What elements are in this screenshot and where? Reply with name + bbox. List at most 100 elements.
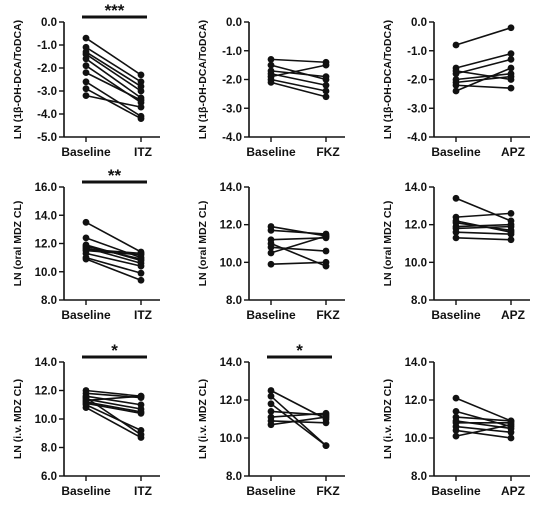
subject-line xyxy=(455,52,512,69)
x-category-label-baseline: Baseline xyxy=(246,308,296,322)
y-tick-label: 8.0 xyxy=(41,295,57,307)
treatment-point xyxy=(137,276,145,284)
treatment-point xyxy=(137,255,145,263)
subject-line xyxy=(455,197,512,222)
x-category-label-baseline: Baseline xyxy=(431,308,481,322)
treatment-point xyxy=(507,24,515,32)
subject-line xyxy=(455,26,512,46)
significance-stars: * xyxy=(296,341,303,360)
panel-5: 14.0 12.0 10.0 8.0 Baseline FKZ LN (oral MDZ C… xyxy=(197,182,345,322)
significance-stars: * xyxy=(111,341,118,360)
baseline-point xyxy=(267,61,275,69)
baseline-point xyxy=(452,217,460,225)
treatment-point xyxy=(507,428,515,436)
subject-line xyxy=(85,252,142,267)
subject-line xyxy=(455,75,512,84)
baseline-point xyxy=(267,240,275,247)
treatment-point xyxy=(137,87,145,95)
subject-line xyxy=(455,425,512,434)
y-tick-label: -5.0 xyxy=(37,132,57,144)
y-tick-label: -2.0 xyxy=(407,75,427,87)
baseline-point xyxy=(452,394,460,402)
subject-line xyxy=(270,229,327,235)
subject-line xyxy=(270,420,327,424)
y-tick-label: 8.0 xyxy=(411,471,427,483)
treatment-point xyxy=(507,64,515,72)
treatment-point xyxy=(507,434,515,442)
y-axis-label: LN (i.v. MDZ CL) xyxy=(12,379,24,459)
x-category-label-drug: FKZ xyxy=(316,308,339,322)
significance-stars: ** xyxy=(108,166,122,185)
subject-line xyxy=(85,87,142,120)
subject-line xyxy=(85,51,142,88)
subject-line xyxy=(85,94,142,108)
y-axis-label: LN (oral MDZ CL) xyxy=(197,201,209,287)
y-tick-label: 14.0 xyxy=(220,357,242,369)
x-category-label-drug: ITZ xyxy=(134,308,152,322)
treatment-point xyxy=(507,84,515,92)
panel-3: 0.0 -1.0 -2.0 -3.0 -4.0 Baseline APZ LN (1β-OH-… xyxy=(382,17,530,159)
treatment-point xyxy=(137,269,145,277)
subject-line xyxy=(85,395,142,402)
treatment-point xyxy=(507,50,515,58)
subject-line xyxy=(270,235,327,254)
subject-line xyxy=(85,395,142,406)
x-category-label-baseline: Baseline xyxy=(61,308,111,322)
x-category-label-drug: ITZ xyxy=(134,145,152,159)
subject-line xyxy=(270,403,327,447)
subject-line xyxy=(455,223,512,228)
y-tick-label: 8.0 xyxy=(226,295,242,307)
y-tick-label: -3.0 xyxy=(222,103,242,115)
y-axis-label: LN (oral MDZ CL) xyxy=(12,201,24,287)
y-tick-label: 14.0 xyxy=(220,182,242,194)
y-tick-label: -4.0 xyxy=(222,132,242,144)
subject-line xyxy=(85,58,142,99)
subject-line xyxy=(85,81,142,117)
x-category-label-baseline: Baseline xyxy=(246,484,296,498)
subject-line xyxy=(270,242,327,267)
subject-line xyxy=(85,221,142,253)
treatment-point xyxy=(322,442,330,449)
treatment-point xyxy=(322,262,330,270)
subject-line xyxy=(455,225,512,230)
panel-1: 0.0 -1.0 -2.0 -3.0 -4.0 -5.0 Baseline ITZ LN (1β… xyxy=(12,1,160,159)
baseline-point xyxy=(452,67,460,75)
y-tick-label: 14.0 xyxy=(405,357,427,369)
baseline-point xyxy=(82,92,90,99)
y-tick-label: 10.0 xyxy=(220,257,242,269)
treatment-point xyxy=(137,262,145,270)
subject-line xyxy=(85,248,142,255)
subject-line xyxy=(455,237,512,241)
treatment-point xyxy=(322,413,330,421)
baseline-point xyxy=(452,225,460,232)
subject-line xyxy=(85,404,142,432)
treatment-point xyxy=(137,431,145,439)
baseline-point xyxy=(452,427,460,434)
baseline-point xyxy=(452,234,460,242)
y-tick-label: 14.0 xyxy=(405,182,427,194)
subject-line xyxy=(455,423,512,437)
treatment-point xyxy=(507,419,515,427)
x-category-label-drug: ITZ xyxy=(134,484,152,498)
baseline-point xyxy=(82,245,90,253)
y-tick-label: -2.0 xyxy=(37,63,57,75)
y-axis-label: LN (i.v. MDZ CL) xyxy=(382,379,394,459)
x-category-label-baseline: Baseline xyxy=(61,484,111,498)
subject-line xyxy=(85,406,142,439)
subject-line xyxy=(85,46,142,83)
subject-line xyxy=(270,416,327,426)
baseline-point xyxy=(452,194,460,202)
treatment-point xyxy=(507,55,515,63)
y-tick-label: -3.0 xyxy=(407,103,427,115)
y-tick-label: 8.0 xyxy=(411,295,427,307)
treatment-point xyxy=(507,73,515,81)
subject-line xyxy=(270,58,327,64)
subject-line xyxy=(455,231,512,235)
panel-8: 14.0 12.0 10.0 8.0 Baseline FKZ LN (i.v. MDZ C… xyxy=(197,341,345,498)
y-tick-label: -4.0 xyxy=(37,109,57,121)
panel-2: 0.0 -1.0 -2.0 -3.0 -4.0 Baseline FKZ LN (1β-OH-… xyxy=(197,17,345,159)
y-tick-label: 0.0 xyxy=(411,17,427,29)
subject-line xyxy=(455,84,512,89)
treatment-point xyxy=(137,103,145,111)
subject-line xyxy=(270,81,327,98)
